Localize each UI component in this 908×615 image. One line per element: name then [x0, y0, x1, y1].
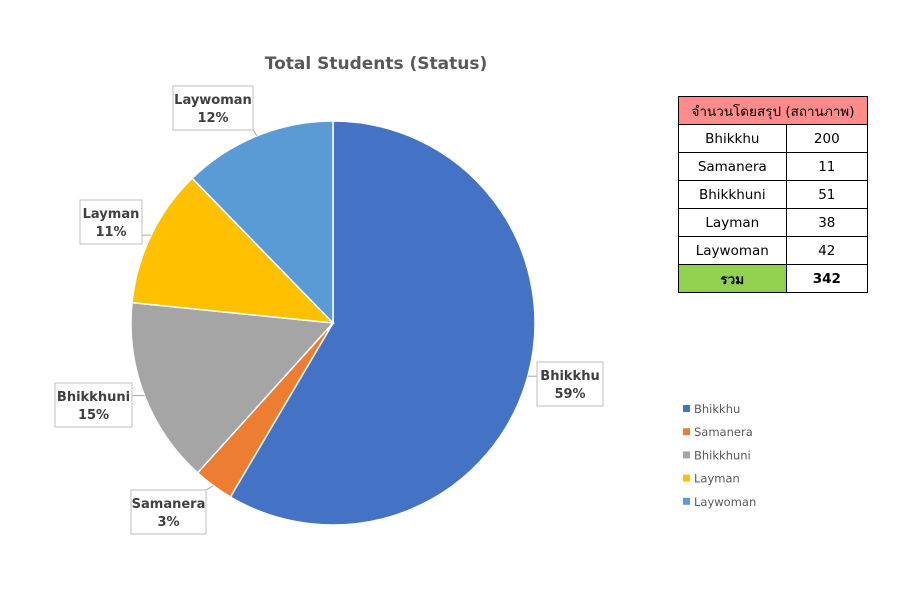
data-label-category: Samanera — [132, 497, 206, 512]
legend-swatch-laywoman — [683, 497, 690, 505]
table-row: Bhikkhuni 51 — [678, 180, 869, 209]
legend-entry-bhikkhuni: Bhikkhuni — [694, 448, 751, 462]
legend-swatch-bhikkhuni — [683, 451, 690, 459]
table-row: Laywoman 42 — [678, 236, 869, 265]
data-label-box-bhikkhuni — [54, 382, 133, 428]
data-label-box-layman — [79, 199, 143, 245]
table-row: Samanera 11 — [678, 152, 869, 181]
table-cell-name: Samanera — [678, 152, 787, 181]
table-cell-name: Layman — [678, 208, 787, 237]
legend-swatch-bhikkhu — [683, 405, 690, 412]
chart-title: Total Students (Status) — [265, 54, 488, 74]
data-label-category: Layman — [83, 207, 140, 222]
data-label-percent: 3% — [157, 515, 179, 530]
table-cell-name: Laywoman — [678, 236, 787, 265]
legend-entry-samanera: Samanera — [694, 425, 753, 439]
data-label-percent: 15% — [78, 408, 109, 423]
data-label-box-samanera — [130, 489, 207, 535]
data-label-box-bhikkhu — [536, 361, 604, 407]
table-cell-value: 42 — [785, 236, 869, 265]
table-cell-value: 11 — [785, 152, 869, 181]
legend-entry-layman: Layman — [694, 472, 740, 486]
summary-table-header: จำนวนโดยสรุป (สถานภาพ) — [678, 96, 868, 125]
legend-swatch-samanera — [683, 428, 690, 436]
table-row: Layman 38 — [678, 208, 869, 237]
table-total-row: รวม 342 — [678, 264, 869, 293]
legend: Bhikkhu Samanera Bhikkhuni Layman Laywoman — [683, 402, 756, 509]
legend-entry-laywoman: Laywoman — [694, 495, 756, 509]
data-labels: Bhikkhu 59% Samanera 3% Bhikkhuni 15% Layman 11… — [54, 85, 604, 535]
table-total-value: 342 — [785, 264, 869, 293]
table-cell-value: 200 — [785, 124, 869, 153]
data-label-category: Bhikkhu — [540, 369, 599, 384]
table-cell-value: 51 — [785, 180, 869, 209]
pie-slice-bhikkhu — [229, 120, 536, 526]
summary-table-body: Bhikkhu 200 Samanera 11 Bhikkhuni 51 Layman 38 L… — [678, 124, 869, 293]
table-cell-name: Bhikkhu — [678, 124, 787, 153]
legend-swatch-layman — [683, 474, 690, 482]
data-label-percent: 12% — [197, 111, 228, 126]
summary-table: จำนวนโดยสรุป (สถานภาพ) Bhikkhu 200 Samaner… — [678, 96, 869, 293]
data-label-percent: 11% — [95, 225, 126, 240]
leader-line-samanera — [205, 485, 214, 491]
data-label-box-laywoman — [172, 85, 254, 131]
table-row: Bhikkhu 200 — [678, 124, 869, 153]
data-label-percent: 59% — [554, 387, 585, 402]
data-label-category: Laywoman — [174, 93, 252, 108]
pie-slices — [130, 120, 536, 526]
table-cell-value: 38 — [785, 208, 869, 237]
table-total-label: รวม — [678, 264, 787, 293]
table-cell-name: Bhikkhuni — [678, 180, 787, 209]
legend-entry-bhikkhu: Bhikkhu — [694, 402, 740, 416]
leader-line-laywoman — [252, 129, 258, 137]
data-label-category: Bhikkhuni — [57, 390, 130, 405]
